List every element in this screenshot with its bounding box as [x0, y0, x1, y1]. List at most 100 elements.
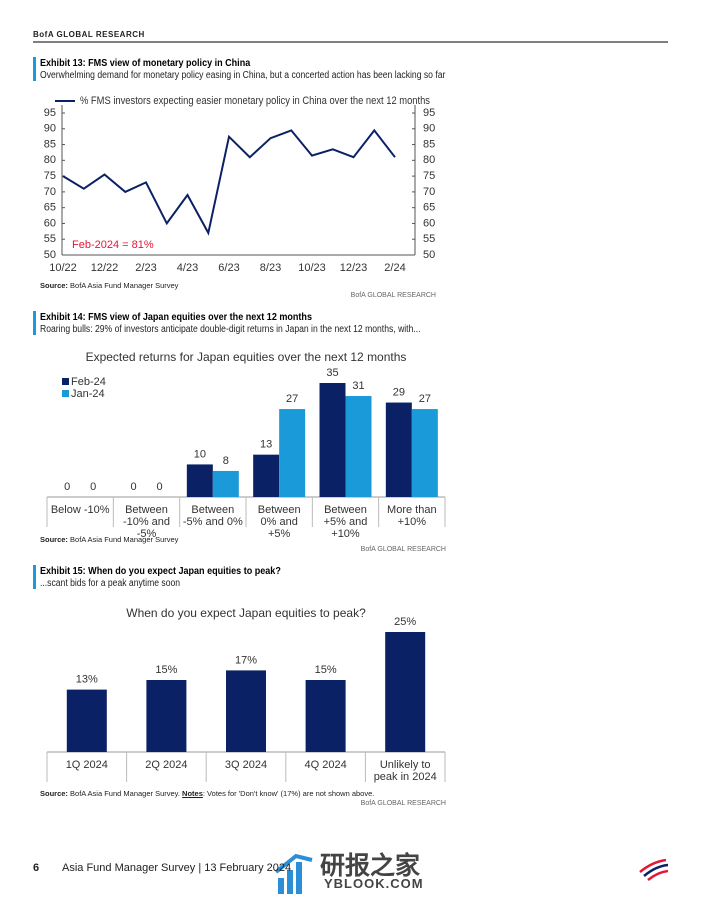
exhibit-marker	[33, 311, 36, 335]
source: Source: BofA Asia Fund Manager Survey	[40, 281, 178, 290]
bar	[212, 470, 239, 497]
bar	[385, 402, 412, 497]
bar	[186, 464, 213, 497]
value-label: 29	[393, 386, 405, 398]
bar	[305, 680, 346, 752]
y2-tick-label: 80	[423, 154, 435, 166]
y-tick-label: 95	[44, 107, 56, 119]
value-label: 15%	[155, 664, 177, 676]
y-tick-label: 85	[44, 138, 56, 150]
bar	[253, 454, 280, 497]
x-tick-label: 12/22	[91, 262, 119, 274]
credit: BofA GLOBAL RESEARCH	[360, 546, 446, 553]
bar	[146, 680, 187, 752]
source-text: BofA Asia Fund Manager Survey	[70, 535, 179, 544]
legend-label: Feb-24	[71, 376, 106, 388]
legend-label: Jan-24	[71, 388, 105, 400]
y-tick-label: 80	[44, 154, 56, 166]
credit: BofA GLOBAL RESEARCH	[350, 292, 436, 299]
credit: BofA GLOBAL RESEARCH	[360, 800, 446, 807]
legend-label: % FMS investors expecting easier monetar…	[80, 95, 430, 107]
y-tick-label: 70	[44, 186, 56, 198]
source-text: BofA Asia Fund Manager Survey	[70, 281, 179, 290]
y-tick-label: 55	[44, 233, 56, 245]
legend-swatch	[62, 390, 69, 397]
y2-tick-label: 70	[423, 186, 435, 198]
value-label: 13%	[76, 674, 98, 686]
value-label: 0	[130, 481, 136, 493]
x-tick-label: 12/23	[340, 262, 368, 274]
annotation: Feb-2024 = 81%	[72, 239, 154, 251]
x-tick-label: 2/24	[384, 262, 405, 274]
value-label: 17%	[235, 654, 257, 666]
x-tick-label: 2/23	[135, 262, 156, 274]
y-tick-label: 90	[44, 123, 56, 135]
y2-tick-label: 95	[423, 107, 435, 119]
exhibit-subtitle: Roaring bulls: 29% of investors anticipa…	[40, 324, 421, 335]
exhibit-title: Exhibit 14: FMS view of Japan equities o…	[40, 311, 312, 323]
watermark-cn: 研报之家	[320, 852, 421, 880]
x-tick-label: 6/23	[218, 262, 239, 274]
y2-tick-label: 90	[423, 123, 435, 135]
bar	[411, 409, 438, 497]
notes-text: : Votes for 'Don't know' (17%) are not s…	[202, 789, 375, 798]
x-tick-label: 8/23	[260, 262, 281, 274]
bar	[345, 396, 372, 497]
x-tick-label: 3Q 2024	[224, 759, 268, 771]
value-label: 31	[352, 380, 364, 392]
watermark-en: YBLOOK.COM	[324, 876, 424, 891]
y2-tick-label: 60	[423, 217, 435, 229]
exhibit-marker	[33, 565, 36, 589]
value-label: 0	[156, 481, 162, 493]
bar	[226, 670, 266, 752]
page-number: 6	[33, 862, 40, 874]
source-label: Source:	[40, 789, 68, 798]
x-tick-label: Between 0% and +5%	[257, 504, 301, 540]
y-tick-label: 50	[44, 249, 56, 261]
source-text: BofA Asia Fund Manager Survey.	[70, 789, 180, 798]
footer-text: Asia Fund Manager Survey | 13 February 2…	[62, 862, 292, 874]
value-label: 13	[260, 439, 272, 451]
x-tick-label: Below -10%	[50, 504, 110, 516]
value-label: 15%	[315, 664, 337, 676]
bar	[279, 409, 306, 497]
y2-tick-label: 55	[423, 233, 435, 245]
exhibit-subtitle: Overwhelming demand for monetary policy …	[40, 70, 446, 81]
x-tick-label: Between +5% and +10%	[323, 504, 368, 540]
value-label: 25%	[394, 616, 416, 628]
chart-title: When do you expect Japan equities to pea…	[126, 606, 366, 620]
x-tick-label: 1Q 2024	[65, 759, 108, 771]
x-tick-label: 10/23	[298, 262, 326, 274]
notes-label: Notes	[182, 789, 203, 798]
x-tick-label: 10/22	[49, 262, 77, 274]
source: Source: BofA Asia Fund Manager Survey	[40, 535, 178, 544]
x-tick-label: Unlikely to peak in 2024	[373, 759, 437, 783]
y2-tick-label: 65	[423, 202, 435, 214]
value-label: 27	[419, 393, 431, 405]
legend-swatch	[62, 378, 69, 385]
x-tick-label: More than +10%	[387, 504, 437, 528]
source: Source: BofA Asia Fund Manager Survey. N…	[40, 789, 374, 798]
y-tick-label: 65	[44, 202, 56, 214]
watermark-icon	[274, 853, 313, 894]
exhibit-title: Exhibit 15: When do you expect Japan equ…	[40, 565, 281, 577]
value-label: 0	[90, 481, 96, 493]
line-series	[62, 128, 396, 236]
value-label: 35	[326, 367, 338, 379]
source-label: Source:	[40, 281, 68, 290]
exhibit-subtitle: ...scant bids for a peak anytime soon	[40, 578, 181, 589]
y2-tick-label: 85	[423, 138, 435, 150]
value-label: 10	[194, 448, 206, 460]
x-tick-label: 2Q 2024	[145, 759, 188, 771]
x-tick-label: 4Q 2024	[304, 759, 347, 771]
y2-tick-label: 50	[423, 249, 435, 261]
y-tick-label: 60	[44, 217, 56, 229]
x-tick-label: Between -10% and -5%	[122, 504, 171, 540]
bofa-logo	[639, 858, 669, 881]
value-label: 27	[286, 393, 298, 405]
bar	[319, 383, 346, 497]
exhibit-title: Exhibit 13: FMS view of monetary policy …	[40, 57, 251, 69]
bar	[66, 689, 107, 752]
